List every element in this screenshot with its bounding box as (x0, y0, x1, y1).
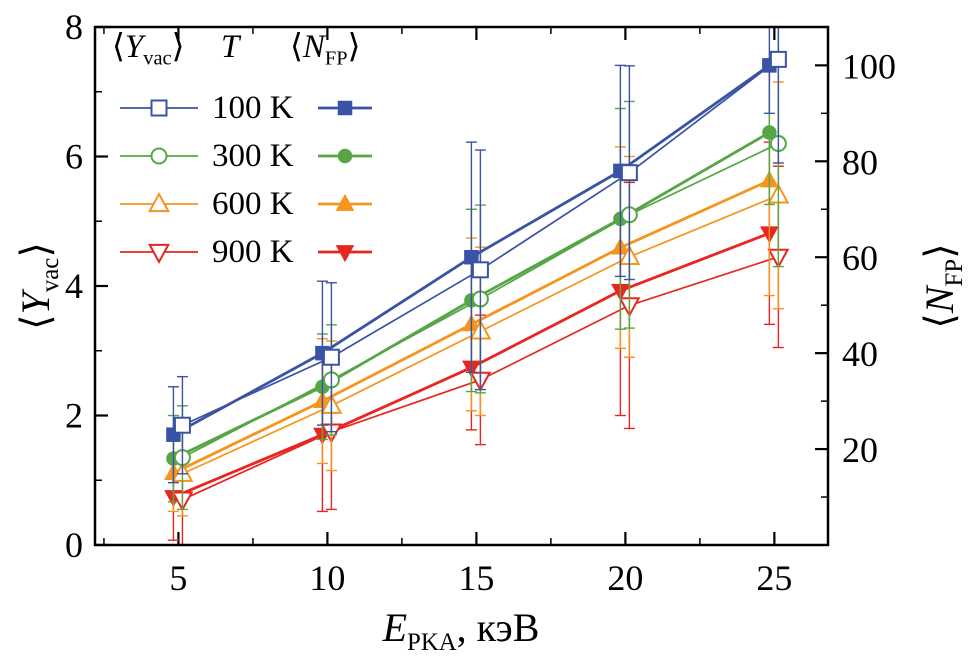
svg-text:0: 0 (65, 525, 83, 565)
right-axis-title: ⟨NFP⟩ (916, 136, 968, 436)
legend-item-label: 600 K (212, 186, 294, 222)
left-axis-title: ⟨Yvac⟩ (12, 136, 64, 436)
left-axis-subscript: vac (37, 257, 64, 293)
svg-text:20: 20 (842, 430, 878, 470)
legend-header-symbol: Y (124, 29, 144, 65)
right-axis-subscript: FP (941, 258, 968, 287)
tick-labels: 5 10 15 20 25 0 2 4 6 8 20 40 60 80 100 (65, 7, 896, 598)
x-axis-symbol: E (382, 605, 408, 650)
svg-text:15: 15 (458, 558, 494, 598)
legend-header-temperature: T (221, 29, 240, 65)
svg-text:6: 6 (65, 137, 83, 177)
legend-symbols (120, 99, 372, 264)
svg-text:60: 60 (842, 238, 878, 278)
svg-text:80: 80 (842, 142, 878, 182)
svg-text:20: 20 (607, 558, 643, 598)
right-axis-bracket-open: ⟨ (917, 313, 962, 329)
series-600-k (164, 64, 790, 517)
svg-text:2: 2 (65, 396, 83, 436)
left-axis-bracket-open: ⟨ (13, 314, 58, 330)
legend-item-label: 100 K (212, 90, 294, 126)
svg-text:40: 40 (842, 334, 878, 374)
legend-header-bracket: ⟨ (112, 29, 125, 65)
x-axis-subscript: PKA (407, 629, 457, 656)
legend-header-bracket: ⟩ (347, 29, 361, 65)
left-axis-symbol: Y (13, 292, 58, 315)
svg-text:4: 4 (65, 266, 83, 306)
plot-frame (93, 25, 830, 547)
series-100-k (166, 27, 787, 484)
legend-header-subscript: FP (324, 47, 348, 70)
legend-item-label: 900 K (212, 234, 294, 270)
svg-text:5: 5 (169, 558, 187, 598)
legend-header-bracket: ⟩ (171, 29, 185, 65)
legend-header-yvac: ⟨Yvac⟩ (112, 26, 185, 70)
x-axis-units: , кэВ (456, 605, 540, 650)
svg-text:8: 8 (65, 7, 83, 47)
svg-text:10: 10 (309, 558, 345, 598)
legend-header-nfp: ⟨NFP⟩ (290, 26, 361, 70)
legend-item-label: 300 K (212, 138, 294, 174)
legend-header-bracket: ⟨ (290, 29, 303, 65)
right-axis-bracket-close: ⟩ (917, 243, 962, 259)
svg-text:100: 100 (842, 46, 896, 86)
left-axis-bracket-close: ⟩ (13, 242, 58, 258)
right-axis-symbol: N (917, 286, 962, 314)
x-axis-title: EPKA, кэВ (261, 600, 661, 656)
legend-header-subscript: vac (143, 47, 172, 70)
legend-header-symbol: N (302, 29, 325, 65)
svg-text:25: 25 (756, 558, 792, 598)
